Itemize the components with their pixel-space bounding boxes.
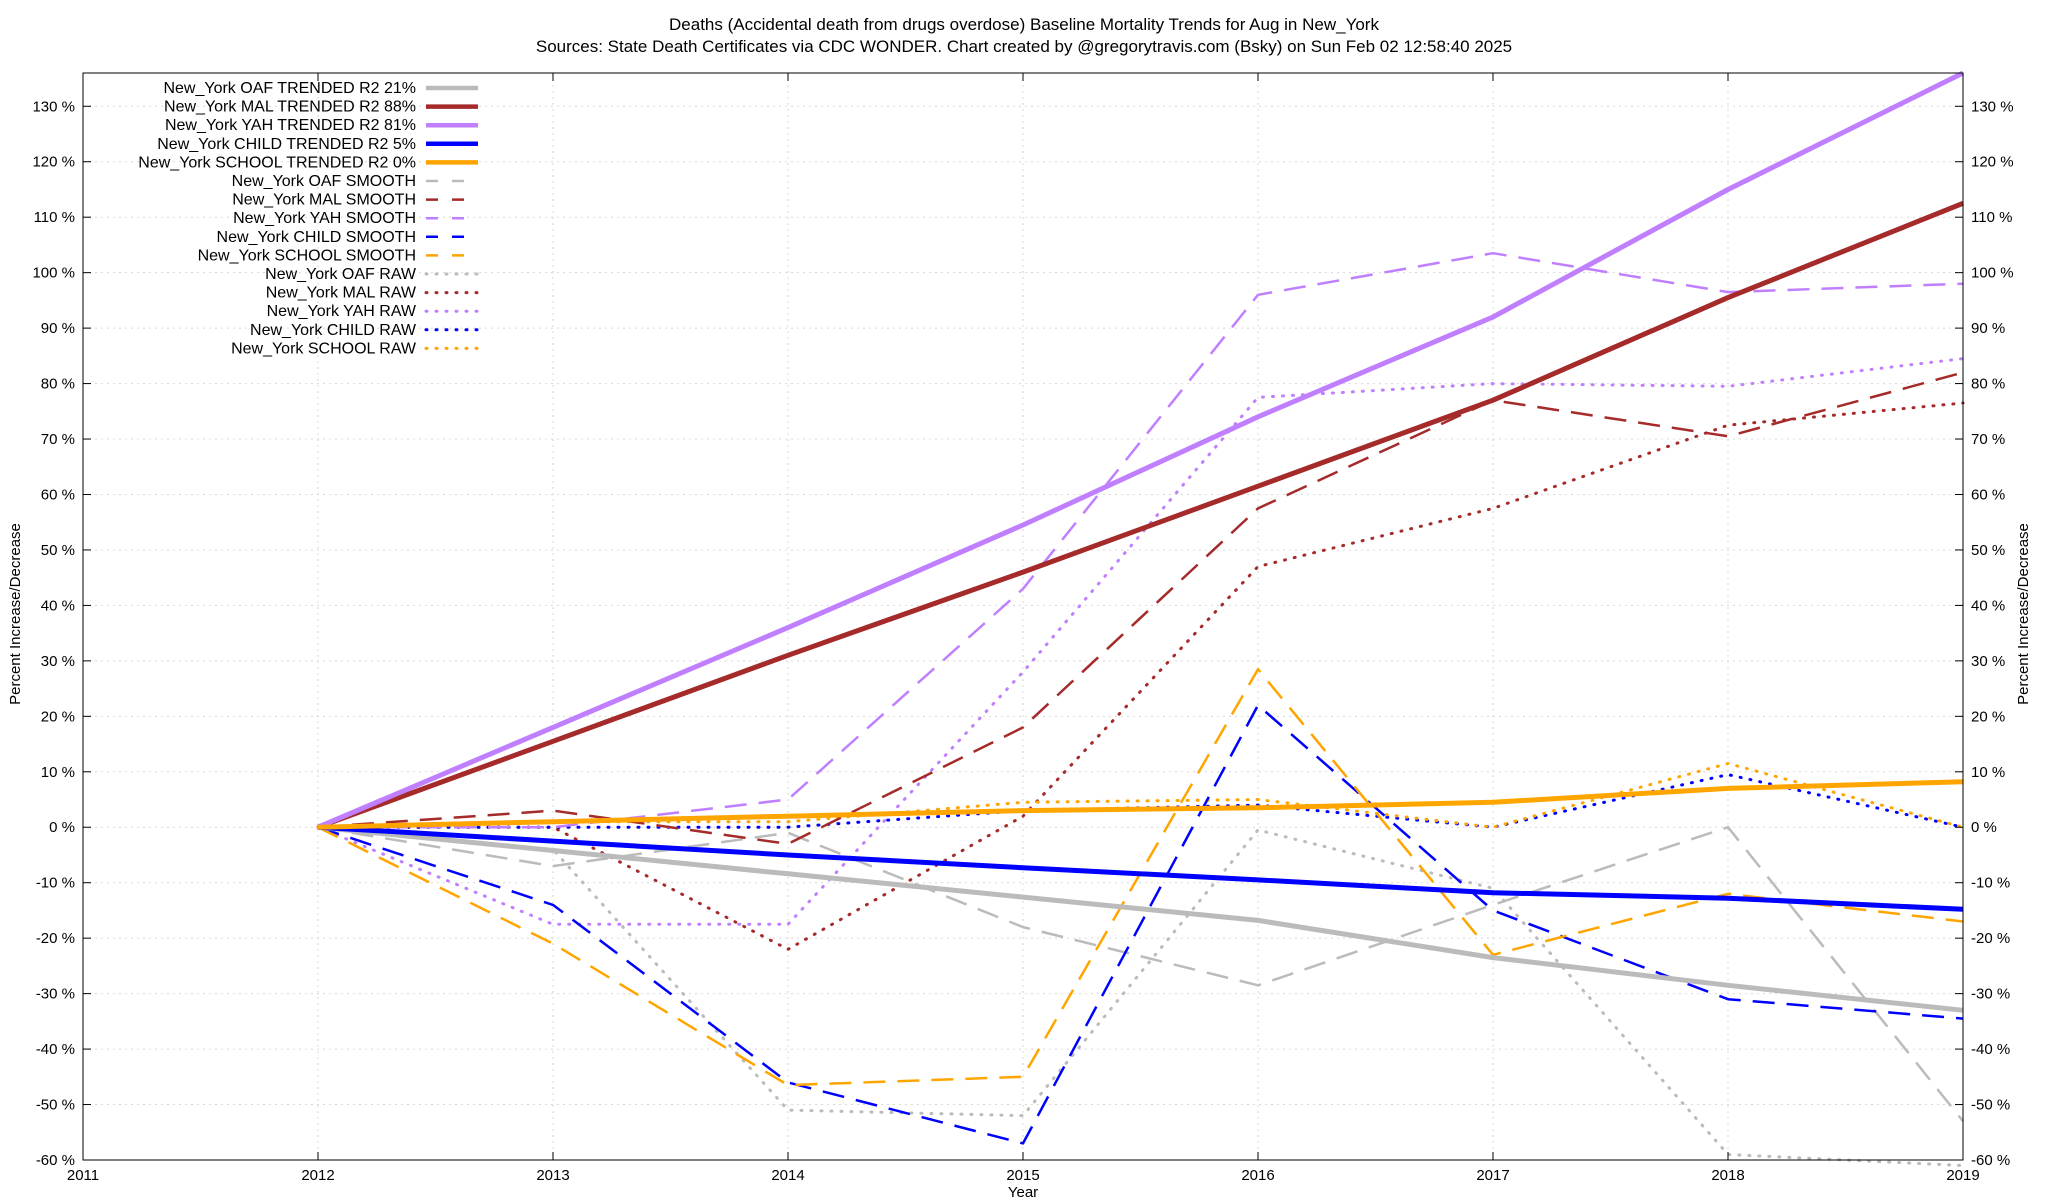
x-tick-label: 2017: [1476, 1167, 1509, 1184]
series-layer: [316, 70, 1965, 1167]
legend-label: New_York OAF TRENDED R2 21%: [163, 80, 416, 97]
series-line-12: [316, 401, 1965, 951]
series-line-11: [316, 825, 1965, 1167]
y-tick-label: 60 %: [41, 486, 75, 503]
y2-tick-label: -30 %: [1971, 986, 2010, 1003]
chart-subtitle: Sources: State Death Certificates via CD…: [536, 37, 1512, 56]
legend-label: New_York YAH TRENDED R2 81%: [165, 117, 416, 134]
chart-title: Deaths (Accidental death from drugs over…: [669, 15, 1379, 34]
y-tick-label: 40 %: [41, 597, 75, 614]
legend-label: New_York MAL TRENDED R2 88%: [164, 99, 416, 116]
y2-tick-label: 120 %: [1971, 154, 2014, 171]
y2-tick-label: 80 %: [1971, 376, 2005, 393]
y-tick-label: -40 %: [36, 1041, 75, 1058]
legend-label: New_York CHILD RAW: [250, 322, 417, 339]
x-tick-label: 2015: [1006, 1167, 1039, 1184]
legend-label: New_York MAL RAW: [266, 285, 417, 302]
legend-label: New_York MAL SMOOTH: [232, 192, 416, 209]
y-tick-label: 100 %: [32, 265, 75, 282]
y-tick-label: -10 %: [36, 875, 75, 892]
y2-tick-label: 20 %: [1971, 708, 2005, 725]
y2-tick-label: -10 %: [1971, 875, 2010, 892]
y-tick-label: -50 %: [36, 1097, 75, 1114]
y-tick-label: 130 %: [32, 98, 75, 115]
y-tick-label: 70 %: [41, 431, 75, 448]
series-line-10: [317, 667, 1964, 1087]
y2-tick-label: -50 %: [1971, 1097, 2010, 1114]
x-tick-label: 2018: [1711, 1167, 1744, 1184]
legend-label: New_York SCHOOL SMOOTH: [198, 247, 416, 264]
y-tick-label: -20 %: [36, 930, 75, 947]
legend-label: New_York OAF SMOOTH: [232, 173, 416, 190]
series-line-5: [317, 779, 1964, 830]
y-tick-label: 90 %: [41, 320, 75, 337]
y2-tick-label: 70 %: [1971, 431, 2005, 448]
y2-tick-label: 0 %: [1971, 819, 1997, 836]
y2-axis-label: Percent Increase/Decrease: [2015, 523, 2032, 705]
series-line-7: [317, 371, 1964, 846]
y-tick-label: 110 %: [34, 209, 75, 226]
legend-label: New_York OAF RAW: [265, 266, 417, 283]
y-tick-label: 120 %: [32, 154, 75, 171]
x-axis-label: Year: [1008, 1184, 1038, 1200]
legend-label: New_York YAH RAW: [267, 303, 417, 320]
y-tick-label: 80 %: [41, 376, 75, 393]
x-tick-label: 2012: [301, 1167, 334, 1184]
y2-tick-label: 30 %: [1971, 653, 2005, 670]
y2-tick-label: -20 %: [1971, 930, 2010, 947]
series-line-1: [317, 824, 1964, 1013]
y2-tick-label: 130 %: [1971, 98, 2014, 115]
legend-label: New_York CHILD TRENDED R2 5%: [157, 136, 416, 153]
x-tick-label: 2019: [1946, 1167, 1979, 1184]
y2-tick-label: -40 %: [1971, 1041, 2010, 1058]
y2-tick-label: 90 %: [1971, 320, 2005, 337]
series-line-15: [316, 762, 1965, 829]
series-line-9: [317, 703, 1964, 1145]
legend-label: New_York SCHOOL TRENDED R2 0%: [138, 154, 416, 171]
y-tick-label: 30 %: [41, 653, 75, 670]
y2-tick-label: 110 %: [1971, 209, 2012, 226]
y2-tick-label: -60 %: [1971, 1152, 2010, 1169]
y2-tick-label: 100 %: [1971, 265, 2014, 282]
y-axis-label: Percent Increase/Decrease: [7, 523, 24, 705]
legend-label: New_York SCHOOL RAW: [231, 340, 417, 357]
series-line-8: [318, 251, 1964, 829]
y2-tick-label: 40 %: [1971, 597, 2005, 614]
y2-tick-label: 10 %: [1971, 764, 2005, 781]
series-line-6: [317, 825, 1964, 1122]
x-tick-label: 2013: [536, 1167, 569, 1184]
x-tick-label: 2016: [1241, 1167, 1274, 1184]
y-tick-label: 50 %: [41, 542, 75, 559]
y2-tick-label: 60 %: [1971, 486, 2005, 503]
y-tick-label: -30 %: [36, 986, 75, 1003]
x-tick-label: 2014: [771, 1167, 804, 1184]
y-tick-label: 10 %: [41, 764, 75, 781]
series-line-2: [317, 200, 1964, 830]
legend-label: New_York YAH SMOOTH: [233, 210, 416, 227]
y2-tick-label: 50 %: [1971, 542, 2005, 559]
x-tick-label: 2011: [67, 1167, 99, 1184]
legend-label: New_York CHILD SMOOTH: [217, 229, 416, 246]
series-line-4: [317, 824, 1964, 912]
series-line-3: [317, 70, 1965, 830]
legend: New_York OAF TRENDED R2 21% New_York MAL …: [138, 80, 480, 357]
axes: 130 % 130 % 120 % 120 % 110 % 110 % 100 % 100 %…: [32, 73, 2014, 1184]
y-tick-label: 20 %: [41, 708, 75, 725]
y-tick-label: -60 %: [36, 1152, 75, 1169]
y-tick-label: 0 %: [49, 819, 75, 836]
